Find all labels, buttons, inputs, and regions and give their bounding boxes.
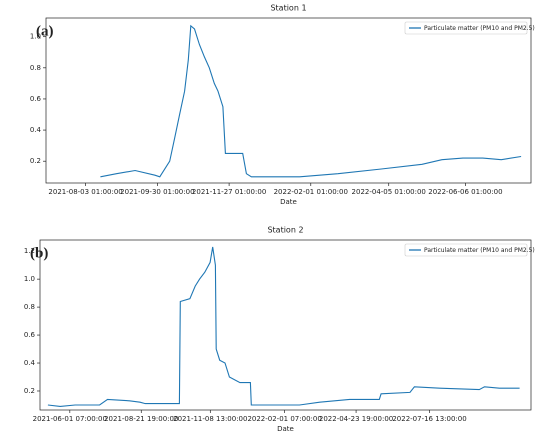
x-axis-label: Date — [277, 425, 294, 433]
y-tick-label: 0.6 — [24, 331, 36, 339]
y-tick-label: 0.6 — [30, 95, 42, 103]
y-tick-label: 1.0 — [24, 275, 35, 283]
data-line — [100, 24, 522, 178]
y-tick-label: 0.2 — [24, 387, 35, 395]
y-tick-label: 1.2 — [24, 247, 35, 255]
x-tick-label: 2021-06-01 07:00:00 — [33, 415, 107, 423]
x-tick-label: 2021-08-03 01:00:00 — [48, 188, 122, 196]
y-tick-label: 1.0 — [30, 33, 41, 41]
y-tick-label: 0.4 — [30, 126, 42, 134]
data-line — [47, 246, 520, 407]
chart-title: Station 1 — [270, 4, 306, 13]
panel-label: (b) — [30, 245, 48, 261]
legend-label: Particulate matter (PM10 and PM2.5) — [424, 25, 535, 32]
x-tick-label: 2022-04-05 01:00:00 — [352, 188, 426, 196]
x-tick-label: 2021-09-30 01:00:00 — [120, 188, 194, 196]
x-tick-label: 2021-11-08 13:00:00 — [173, 415, 247, 423]
legend-box — [404, 243, 528, 257]
panel-label: (a) — [36, 23, 54, 39]
y-tick-label: 0.8 — [30, 64, 41, 72]
plot-frame — [39, 239, 532, 411]
x-tick-label: 2022-06-06 01:00:00 — [428, 188, 502, 196]
x-axis-label: Date — [280, 198, 297, 206]
y-tick-label: 0.4 — [24, 359, 36, 367]
x-tick-label: 2022-02-01 01:00:00 — [274, 188, 348, 196]
chart-title: Station 2 — [267, 226, 303, 235]
x-tick-label: 2021-08-21 19:00:00 — [104, 415, 178, 423]
y-tick-label: 0.2 — [30, 157, 41, 165]
y-tick-label: 0.8 — [24, 303, 35, 311]
plot-frame — [45, 17, 532, 184]
legend-box — [404, 21, 528, 35]
legend-label: Particulate matter (PM10 and PM2.5) — [424, 247, 535, 254]
x-tick-label: 2022-02-01 07:00:00 — [247, 415, 321, 423]
x-tick-label: 2021-11-27 01:00:00 — [192, 188, 266, 196]
x-tick-label: 2022-04-23 19:00:00 — [319, 415, 393, 423]
x-tick-label: 2022-07-16 13:00:00 — [392, 415, 466, 423]
